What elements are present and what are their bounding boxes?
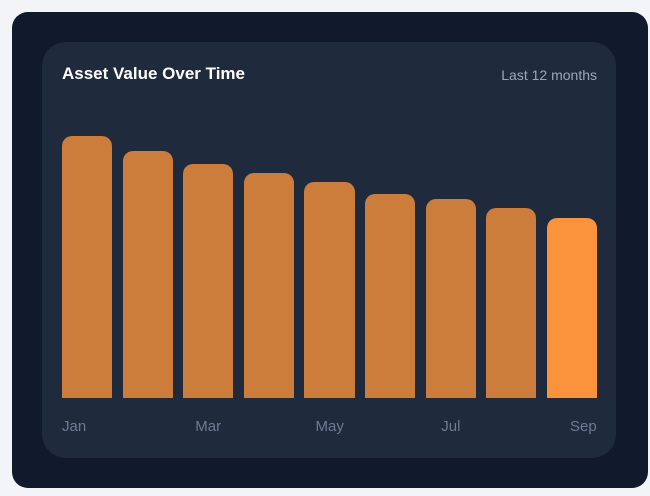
x-tick-label: Jul: [441, 418, 461, 435]
x-tick-label: Sep: [570, 418, 597, 435]
bar-jul[interactable]: [425, 199, 476, 398]
x-tick-label: May: [315, 418, 344, 435]
bar-sep[interactable]: [546, 218, 597, 398]
x-tick-label: Jan: [62, 418, 87, 435]
bar-apr[interactable]: [243, 172, 294, 398]
bar-feb[interactable]: [122, 150, 173, 398]
bar-jan[interactable]: [62, 136, 113, 398]
range-label: Last 12 months: [501, 67, 597, 83]
bar-aug[interactable]: [486, 208, 537, 398]
bar-chart: Jan Mar May Jul Sep: [42, 42, 616, 458]
bar-may[interactable]: [304, 182, 355, 398]
widget-frame: Jan Mar May Jul Sep Asset Value Over Time La…: [12, 12, 648, 488]
asset-value-card: Jan Mar May Jul Sep Asset Value Over Time La…: [42, 42, 616, 458]
x-tick-label: Mar: [195, 418, 222, 435]
bar-mar[interactable]: [183, 164, 234, 398]
chart-title: Asset Value Over Time: [62, 64, 246, 83]
bar-jun[interactable]: [365, 193, 416, 398]
